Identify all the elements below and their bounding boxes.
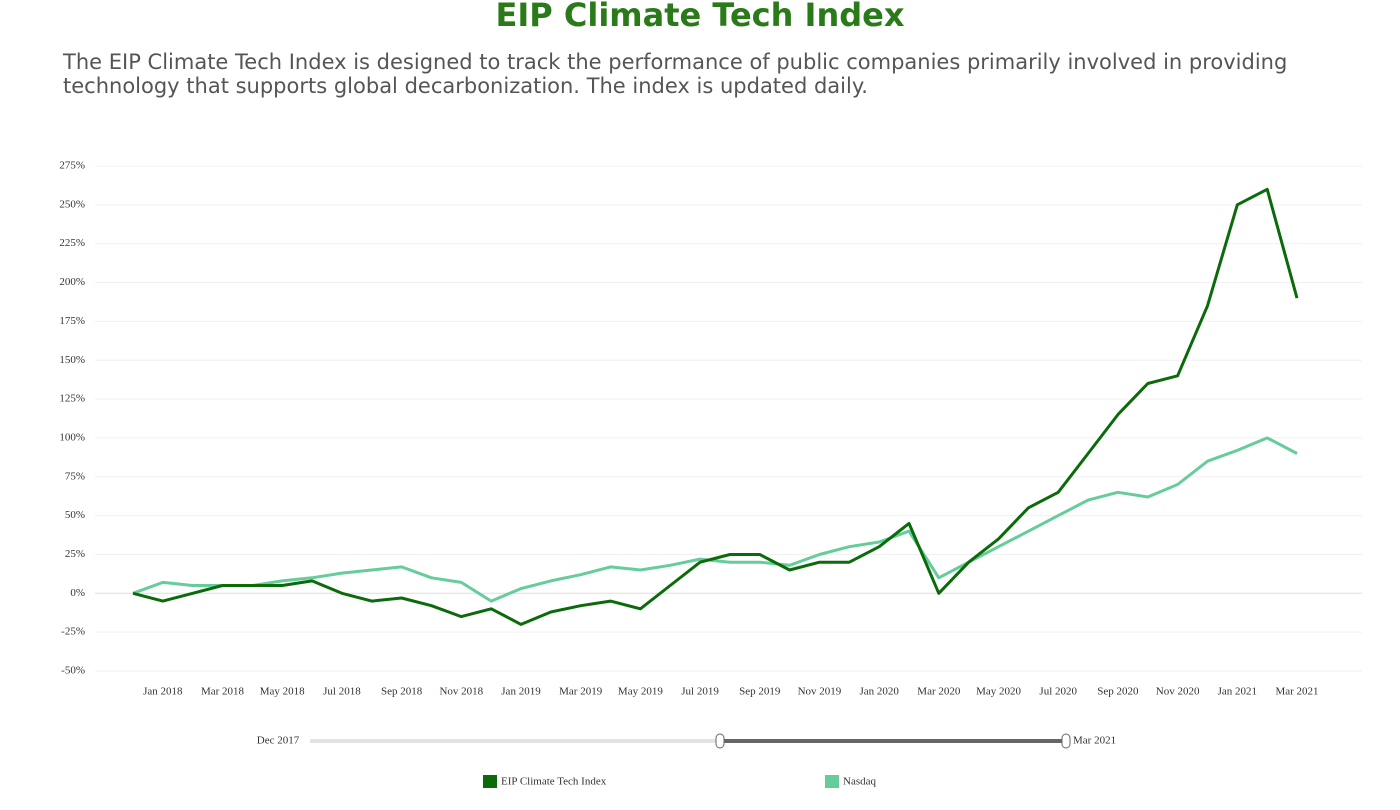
x-tick-label: Jan 2018 [143, 686, 183, 698]
x-tick-label: Jan 2019 [501, 686, 541, 698]
x-tick-label: Mar 2019 [559, 686, 603, 698]
legend-label[interactable]: Nasdaq [843, 776, 876, 788]
y-tick-label: 0% [70, 587, 85, 599]
x-tick-label: May 2019 [618, 686, 663, 698]
slider-start-label: Dec 2017 [257, 735, 300, 747]
series-line [132, 187, 1299, 626]
x-tick-label: May 2020 [976, 686, 1021, 698]
x-tick-label: Nov 2020 [1156, 686, 1200, 698]
y-tick-label: 50% [65, 509, 85, 521]
x-tick-label: Jan 2020 [859, 686, 899, 698]
slider-handle[interactable] [1061, 733, 1071, 749]
y-tick-label: -50% [61, 665, 85, 677]
x-tick-label: May 2018 [260, 686, 305, 698]
y-tick-label: 100% [59, 431, 85, 443]
y-tick-label: -25% [61, 626, 85, 638]
legend-swatch[interactable] [825, 775, 839, 788]
x-tick-label: Jul 2020 [1039, 686, 1077, 698]
x-tick-label: Jul 2018 [323, 686, 361, 698]
x-tick-label: Mar 2018 [201, 686, 245, 698]
x-tick-label: Mar 2021 [1275, 686, 1318, 698]
x-tick-label: Jul 2019 [681, 686, 719, 698]
x-tick-label: Mar 2020 [917, 686, 961, 698]
x-tick-label: Jan 2021 [1218, 686, 1257, 698]
x-tick-label: Sep 2019 [739, 686, 781, 698]
page-title: EIP Climate Tech Index [495, 0, 905, 34]
x-tick-label: Nov 2018 [439, 686, 483, 698]
slider-end-label: Mar 2021 [1073, 735, 1116, 747]
page-subtitle: The EIP Climate Tech Index is designed t… [63, 50, 1288, 98]
x-tick-label: Sep 2018 [381, 686, 423, 698]
y-tick-label: 250% [59, 198, 85, 210]
y-tick-label: 275% [59, 160, 85, 172]
y-tick-label: 125% [59, 393, 85, 405]
y-tick-label: 175% [59, 315, 85, 327]
y-tick-label: 150% [59, 354, 85, 366]
legend-label[interactable]: EIP Climate Tech Index [501, 776, 607, 788]
y-tick-label: 225% [59, 237, 85, 249]
series-line [132, 436, 1298, 603]
y-tick-label: 25% [65, 548, 85, 560]
legend-swatch[interactable] [483, 775, 497, 788]
y-tick-label: 200% [59, 276, 85, 288]
y-tick-label: 75% [65, 470, 85, 482]
slider-handle[interactable] [715, 733, 725, 749]
x-tick-label: Nov 2019 [798, 686, 842, 698]
x-tick-label: Sep 2020 [1097, 686, 1139, 698]
